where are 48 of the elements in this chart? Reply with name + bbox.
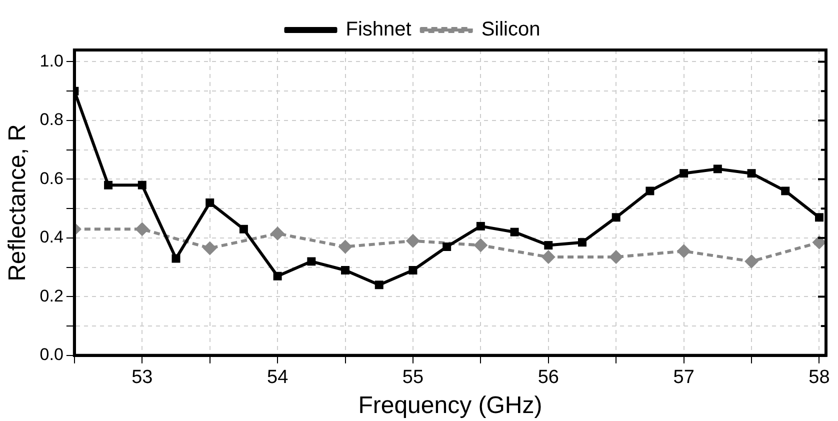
point xyxy=(812,235,826,250)
legend-label: Silicon xyxy=(481,18,540,41)
point xyxy=(676,244,691,258)
point xyxy=(202,241,217,256)
point xyxy=(138,180,146,190)
y-tick-label: 0.6 xyxy=(40,168,64,188)
x-tick-label: 56 xyxy=(538,367,559,388)
y-tick-label: 0.0 xyxy=(40,345,64,364)
point xyxy=(814,213,824,222)
x-tick-label: 53 xyxy=(132,367,153,388)
point xyxy=(270,226,285,241)
y-tick-label: 0.2 xyxy=(40,286,64,306)
point xyxy=(408,266,418,274)
point xyxy=(744,254,759,268)
point xyxy=(781,186,790,196)
x-tick-label: 57 xyxy=(673,367,694,388)
point xyxy=(341,266,350,274)
y-tick-label: 1.0 xyxy=(40,51,64,70)
point xyxy=(307,257,316,266)
point xyxy=(206,198,214,207)
x-tick-label: 55 xyxy=(402,367,424,388)
x-tick-label: 54 xyxy=(266,367,289,388)
point xyxy=(104,180,113,190)
y-tick-label: 0.8 xyxy=(40,110,64,130)
point xyxy=(474,238,488,252)
x-axis-title: Frequency (GHz) xyxy=(358,392,542,420)
point xyxy=(406,234,420,248)
y-tick-label: 0.4 xyxy=(40,228,64,247)
point xyxy=(541,250,556,264)
point xyxy=(239,224,248,234)
point xyxy=(510,228,519,236)
point xyxy=(646,186,654,196)
point xyxy=(544,241,553,250)
point xyxy=(612,213,620,222)
legend-label: Fishnet xyxy=(346,18,412,41)
point xyxy=(374,280,384,290)
point xyxy=(135,222,150,236)
point xyxy=(338,240,352,254)
point xyxy=(680,169,688,178)
point xyxy=(578,238,586,247)
point xyxy=(273,272,282,280)
y-axis-title: Reflectance, R xyxy=(4,124,32,282)
point xyxy=(476,222,485,230)
point xyxy=(713,164,722,174)
point xyxy=(442,242,452,251)
point xyxy=(747,169,756,178)
x-tick-label: 58 xyxy=(808,367,830,388)
point xyxy=(609,250,624,264)
